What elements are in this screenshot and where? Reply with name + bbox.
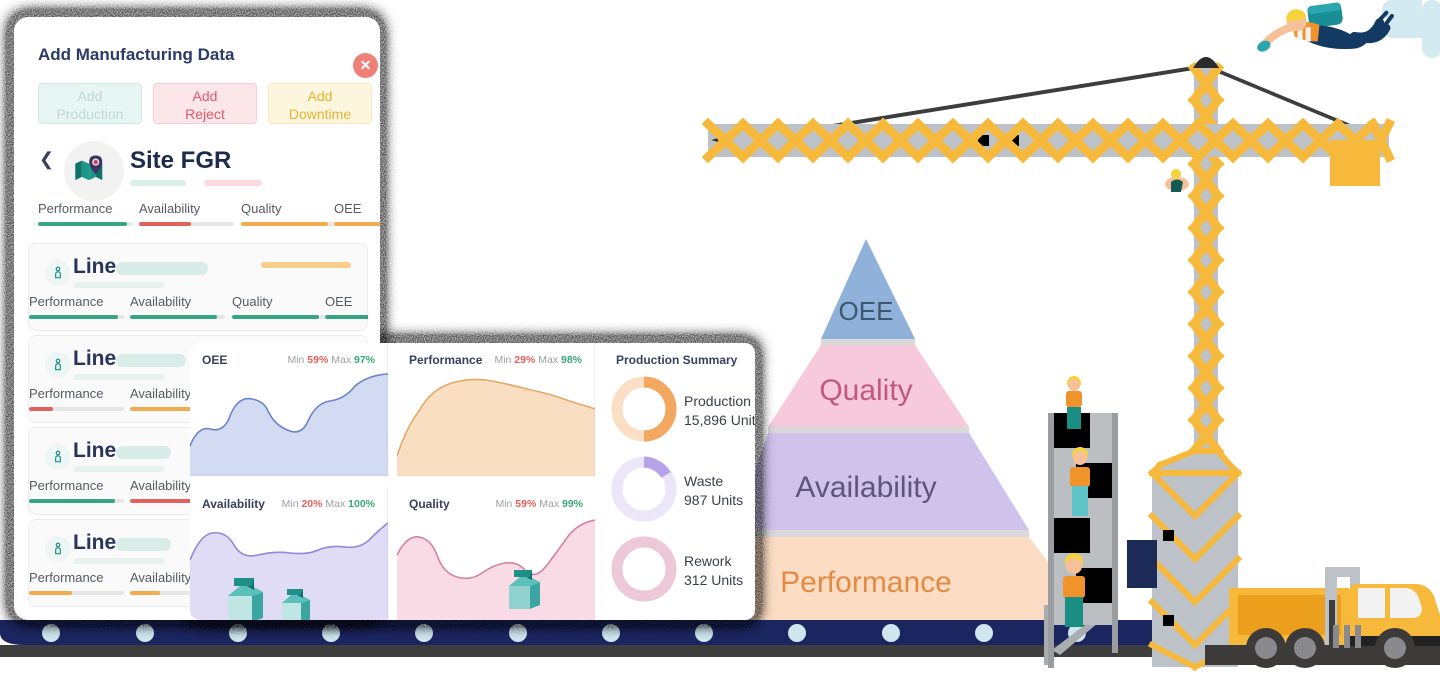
svg-text:Waste: Waste — [684, 473, 723, 489]
svg-text:Production: Production — [684, 393, 751, 409]
svg-text:312 Units: 312 Units — [684, 572, 743, 588]
svg-text:15,896 Units: 15,896 Units — [684, 412, 755, 428]
svg-text:Rework: Rework — [684, 553, 732, 569]
svg-text:987 Units: 987 Units — [684, 492, 743, 508]
